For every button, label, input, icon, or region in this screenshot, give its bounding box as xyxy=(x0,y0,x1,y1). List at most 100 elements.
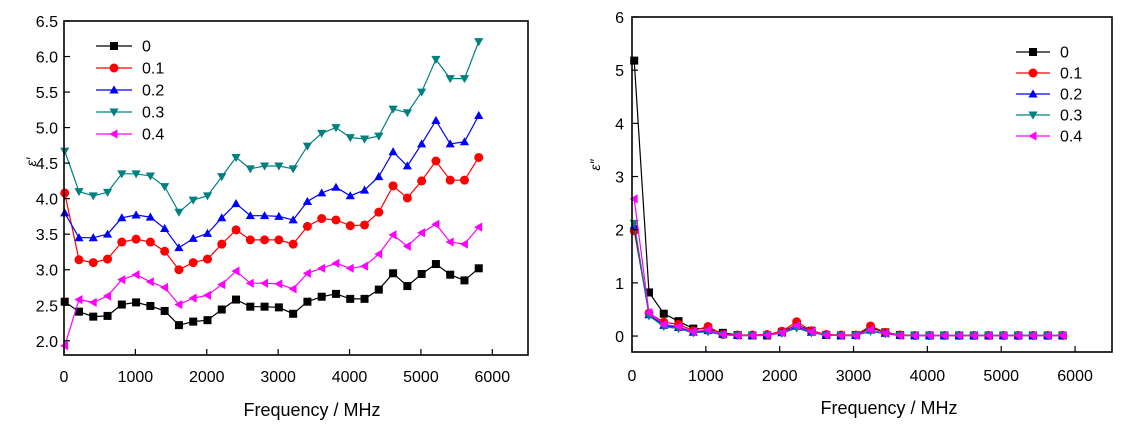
data-point xyxy=(160,223,170,232)
data-point xyxy=(374,172,384,181)
data-point xyxy=(474,110,484,119)
legend-label: 0.3 xyxy=(1060,108,1082,125)
data-point xyxy=(231,153,241,163)
data-point xyxy=(359,185,370,194)
data-point xyxy=(374,285,383,294)
series-0-1 xyxy=(629,226,1068,341)
data-point xyxy=(431,156,441,166)
data-point xyxy=(402,109,412,118)
y-tick-label: 3.5 xyxy=(36,227,58,244)
legend-marker xyxy=(110,42,118,50)
data-point xyxy=(673,321,682,332)
legend-label: 0.1 xyxy=(1060,66,1082,83)
data-point xyxy=(74,188,84,197)
series-0-3 xyxy=(60,38,484,217)
data-point xyxy=(388,105,398,114)
data-point xyxy=(288,284,297,294)
data-point xyxy=(644,308,653,318)
y-tick-label: 6.0 xyxy=(36,50,58,67)
x-tick-label: 3000 xyxy=(260,369,296,386)
data-point xyxy=(302,142,313,151)
y-tick-label: 3 xyxy=(615,170,624,187)
data-point xyxy=(445,75,455,84)
data-point xyxy=(445,139,455,148)
data-point xyxy=(718,329,727,340)
legend-label: 0.4 xyxy=(142,127,164,144)
plot-frame xyxy=(631,16,1113,353)
data-point xyxy=(460,276,469,285)
data-point xyxy=(417,139,427,148)
data-point xyxy=(459,75,470,84)
data-point xyxy=(910,330,919,341)
data-point xyxy=(851,330,860,341)
data-point xyxy=(403,282,412,291)
x-tick-label: 6000 xyxy=(475,369,511,386)
legend-label: 0.3 xyxy=(142,105,164,122)
data-point xyxy=(217,239,227,249)
data-point xyxy=(88,192,98,201)
legend: 0 0.1 0.2 0.3 0.4 xyxy=(1016,45,1082,146)
x-tick-label: 4000 xyxy=(332,369,368,386)
data-point xyxy=(1043,330,1052,341)
data-point xyxy=(274,279,283,289)
data-point xyxy=(232,295,241,304)
data-point xyxy=(474,222,483,232)
data-point xyxy=(289,309,298,318)
data-point xyxy=(160,246,170,256)
legend-label: 0 xyxy=(142,39,151,56)
series-0-3 xyxy=(629,219,1068,341)
data-point xyxy=(102,229,113,238)
data-point xyxy=(88,233,98,242)
legend-marker xyxy=(109,108,119,117)
data-point xyxy=(895,330,904,341)
data-point xyxy=(259,162,270,171)
data-point xyxy=(174,299,183,310)
data-point xyxy=(174,243,184,252)
data-point xyxy=(188,293,197,303)
x-tick-label: 1000 xyxy=(118,369,154,386)
legend-marker xyxy=(1029,48,1037,56)
legend-label: 0.2 xyxy=(142,83,164,100)
legend-label: 0.2 xyxy=(1060,87,1082,104)
data-point xyxy=(217,280,226,290)
data-point xyxy=(302,196,313,205)
data-point xyxy=(629,194,638,204)
series-line xyxy=(633,230,1063,337)
data-point xyxy=(445,175,455,185)
y-tick-label: 2 xyxy=(615,223,624,240)
series-line xyxy=(633,223,1063,337)
data-point xyxy=(188,258,198,268)
data-point xyxy=(388,181,398,191)
data-point xyxy=(231,266,240,276)
data-point xyxy=(431,55,441,64)
data-point xyxy=(388,230,397,240)
y-tick-label: 6.5 xyxy=(36,14,58,31)
data-point xyxy=(1013,330,1022,341)
data-point xyxy=(459,137,470,146)
data-point xyxy=(245,211,255,220)
series-line xyxy=(633,60,1063,337)
data-point xyxy=(274,235,284,245)
data-point xyxy=(459,175,469,185)
data-point xyxy=(174,265,184,275)
data-point xyxy=(954,330,963,341)
data-point xyxy=(345,263,354,273)
series-0-2 xyxy=(60,110,484,252)
data-point xyxy=(88,297,97,308)
data-point xyxy=(880,328,889,338)
data-point xyxy=(939,330,948,341)
data-point xyxy=(431,219,440,229)
data-point xyxy=(459,239,468,249)
legend-marker xyxy=(1028,111,1038,120)
y-tick-label: 0 xyxy=(615,329,624,346)
data-point xyxy=(102,291,111,301)
data-point xyxy=(402,241,411,251)
data-point xyxy=(659,309,668,318)
data-point xyxy=(74,307,83,316)
data-point xyxy=(245,235,255,245)
series-0 xyxy=(630,56,1067,340)
data-point xyxy=(360,294,369,303)
data-point xyxy=(117,275,126,285)
legend: 0 0.1 0.2 0.3 0.4 xyxy=(96,39,164,144)
